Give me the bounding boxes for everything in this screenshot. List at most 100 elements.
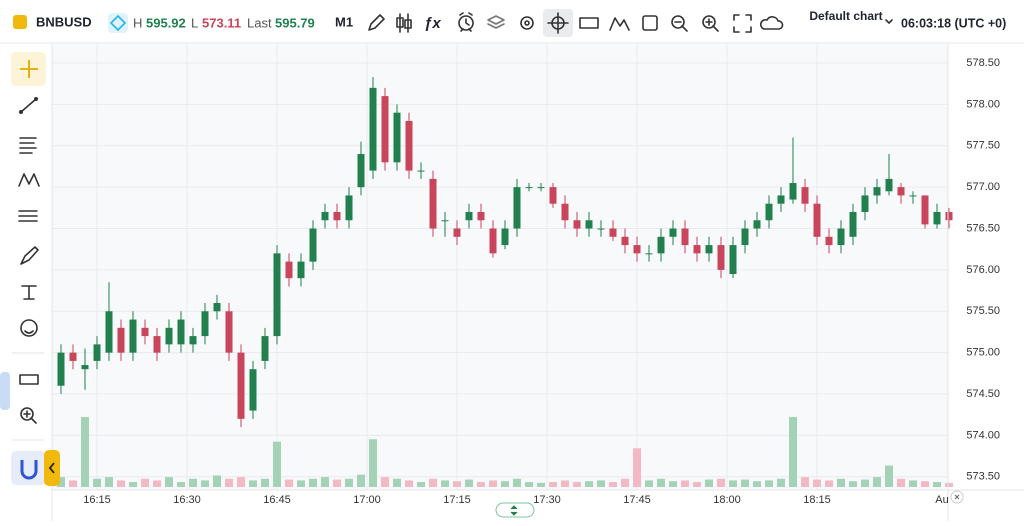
volume-bar xyxy=(537,482,545,487)
emoji-smile xyxy=(24,330,34,334)
candle-body xyxy=(429,178,437,229)
layout-dropdown-icon[interactable] xyxy=(885,19,893,24)
settings-icon[interactable] xyxy=(520,16,534,30)
candle-body xyxy=(501,228,509,246)
x-tick-label: 18:00 xyxy=(713,494,741,506)
emoji-tool[interactable] xyxy=(20,319,38,337)
volume-bar xyxy=(945,482,953,487)
candle-layer xyxy=(57,77,953,428)
y-tick-label: 574.00 xyxy=(966,429,1000,441)
candle-body xyxy=(441,220,449,222)
cloud-icon[interactable] xyxy=(760,16,784,30)
zoom-tool[interactable] xyxy=(20,407,34,421)
clock: 06:03:18 (UTC +0) xyxy=(901,16,1006,30)
scroll-handle[interactable] xyxy=(495,502,535,518)
line-tool[interactable] xyxy=(20,98,37,113)
candle-body xyxy=(249,369,257,411)
symbol[interactable]: BNBUSD xyxy=(36,14,92,29)
volume-bar xyxy=(81,417,89,487)
candle-body xyxy=(213,302,221,312)
candle-body xyxy=(561,203,569,221)
x-tick-label: 17:00 xyxy=(353,494,381,506)
channel-tool[interactable] xyxy=(18,210,38,222)
candle-body xyxy=(837,228,845,246)
fullscreen-icon[interactable] xyxy=(733,14,752,33)
line-tool-end xyxy=(34,97,38,101)
layers-icon[interactable] xyxy=(487,15,505,29)
candle-body xyxy=(153,336,161,353)
text-tool[interactable] xyxy=(21,285,37,300)
fx-icon[interactable]: ƒx xyxy=(424,15,441,32)
volume-bar xyxy=(345,478,353,487)
zoom-in-icon[interactable] xyxy=(702,15,716,29)
volume-bar xyxy=(477,482,485,487)
volume-bar xyxy=(201,480,209,487)
alert-icon[interactable] xyxy=(458,15,474,31)
volume-bar xyxy=(153,480,161,487)
shape-icon[interactable] xyxy=(642,15,658,31)
volume-bar xyxy=(213,475,221,487)
candle-body xyxy=(129,319,137,353)
candle-body xyxy=(93,344,101,361)
candle-body xyxy=(345,195,353,221)
low-value: 573.11 xyxy=(202,15,241,30)
candle-body xyxy=(165,327,173,345)
volume-bar xyxy=(909,480,917,487)
high-value: 595.92 xyxy=(146,15,186,30)
pencil-icon[interactable] xyxy=(368,14,385,31)
candle-body xyxy=(669,228,677,237)
fib-tool[interactable] xyxy=(19,137,37,154)
candle-body xyxy=(741,228,749,246)
ruler-icon[interactable] xyxy=(579,17,599,29)
candle-body xyxy=(465,211,473,221)
drawing-tools xyxy=(11,97,46,485)
volume-bar xyxy=(837,478,845,487)
candle-body xyxy=(777,195,785,204)
volume-bar xyxy=(861,479,869,487)
pattern-icon[interactable] xyxy=(609,17,630,31)
x-tick-label: 17:15 xyxy=(443,494,471,506)
y-tick-label: 578.00 xyxy=(966,98,1000,110)
zoom-out-icon[interactable] xyxy=(671,15,685,29)
candle-body xyxy=(309,228,317,262)
candle-body xyxy=(189,336,197,345)
volume-bar xyxy=(717,478,725,487)
volume-bar xyxy=(381,477,389,487)
candle-body xyxy=(549,187,557,204)
candle-body xyxy=(237,352,245,419)
volume-bar xyxy=(357,474,365,487)
feed-icon[interactable] xyxy=(108,13,128,33)
volume-bar xyxy=(777,478,785,487)
candle-body xyxy=(885,178,893,192)
volume-bar xyxy=(693,482,701,487)
measure-tool[interactable] xyxy=(19,374,39,385)
candle-body xyxy=(225,311,233,353)
volume-bar xyxy=(405,480,413,487)
layout-name[interactable]: Default chart xyxy=(809,9,882,23)
y-tick-label: 574.50 xyxy=(966,388,1000,400)
feed-icon-shape xyxy=(109,14,127,32)
collapse-toolbar-button[interactable] xyxy=(44,450,60,486)
top-toolbar xyxy=(0,0,1024,43)
candle-body xyxy=(657,236,665,254)
left-panel-handle[interactable] xyxy=(0,372,10,410)
volume-bar xyxy=(753,481,761,487)
candle-body xyxy=(909,195,917,197)
candle-body xyxy=(693,245,701,254)
candle-body xyxy=(717,245,725,270)
candle-type-icon[interactable] xyxy=(396,13,412,33)
pattern-tool[interactable] xyxy=(18,173,40,187)
volume-bar xyxy=(765,480,773,487)
high-label: H xyxy=(133,15,142,30)
brush-tool[interactable] xyxy=(20,246,39,265)
volume-bar xyxy=(309,478,317,487)
candle-body xyxy=(69,352,77,361)
candle-body xyxy=(681,228,689,246)
volume-bar xyxy=(93,478,101,487)
magnet-tool[interactable] xyxy=(11,451,46,485)
candle-body xyxy=(321,211,329,221)
interval-button[interactable]: M1 xyxy=(335,14,353,29)
candle-body xyxy=(609,228,617,237)
symbol-icon xyxy=(13,15,27,29)
